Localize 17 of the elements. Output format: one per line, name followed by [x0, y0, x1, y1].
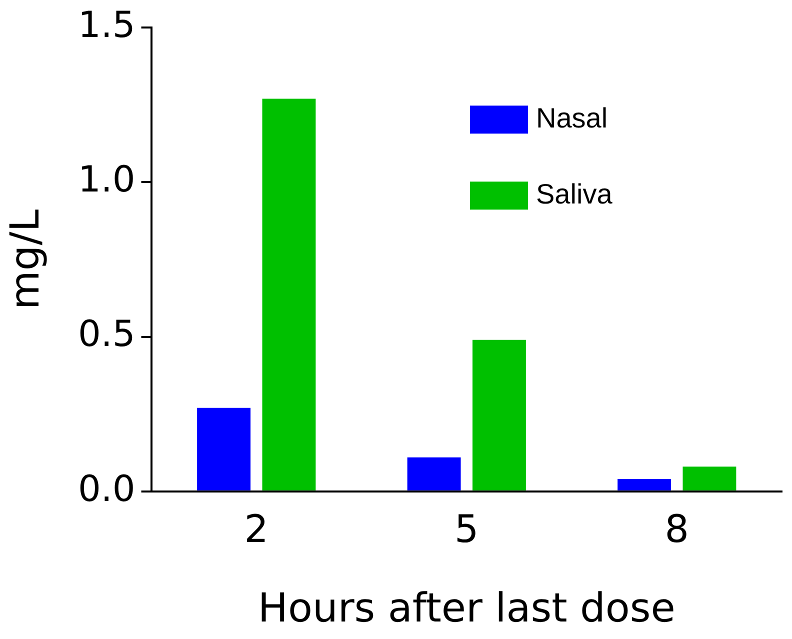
x-tick-label: 2	[244, 507, 268, 552]
x-tick-label: 5	[454, 507, 479, 552]
x-axis-title: Hours after last dose	[258, 585, 676, 632]
x-tick-label: 8	[664, 507, 689, 552]
bar	[407, 457, 461, 490]
bar	[472, 340, 526, 490]
bar	[618, 479, 672, 490]
y-tick-label: 1.0	[78, 160, 136, 201]
bar	[197, 408, 251, 490]
legend-label: Nasal	[536, 102, 608, 134]
legend-label: Saliva	[536, 178, 613, 210]
y-tick-label: 1.5	[78, 4, 136, 46]
y-axis-title: mg/L	[2, 208, 48, 310]
y-tick-label: 0.0	[78, 468, 136, 510]
bar	[262, 98, 316, 490]
y-tick-label: 0.5	[78, 314, 136, 356]
bar	[682, 466, 736, 490]
